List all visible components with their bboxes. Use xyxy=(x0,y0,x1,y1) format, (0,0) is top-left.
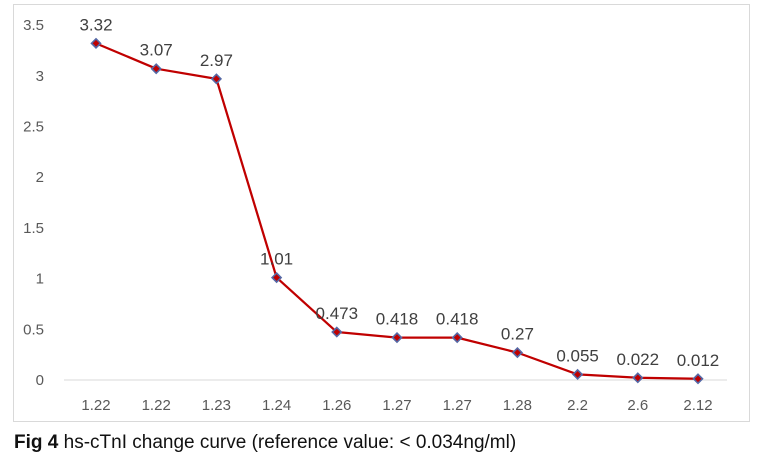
data-label: 0.022 xyxy=(617,350,660,369)
y-tick-label: 0 xyxy=(36,372,44,389)
data-point-marker xyxy=(632,372,644,384)
data-point-marker xyxy=(150,63,162,75)
y-tick-label: 2 xyxy=(36,169,44,186)
data-label: 2.97 xyxy=(200,51,233,70)
data-label: 0.012 xyxy=(677,351,720,370)
x-tick-label: 1.26 xyxy=(322,397,351,414)
y-tick-label: 0.5 xyxy=(23,321,44,338)
x-tick-label: 2.2 xyxy=(567,397,588,414)
data-label: 3.32 xyxy=(79,15,112,34)
chart-area: 0 0.5 1 1.5 2 2.5 3 3.5 1.22 1.22 1.23 1.24 1.26 1.27… xyxy=(13,4,750,422)
x-tick-label: 1.27 xyxy=(382,397,411,414)
data-label: 0.418 xyxy=(436,310,479,329)
data-label: 3.07 xyxy=(140,41,173,60)
data-point-marker xyxy=(571,368,584,381)
x-tick-label: 2.12 xyxy=(683,397,712,414)
data-point-marker xyxy=(692,373,704,385)
figure-caption: Fig 4 hs-cTnI change curve (reference va… xyxy=(14,430,516,456)
data-point-marker xyxy=(270,271,283,284)
x-tick-label: 1.28 xyxy=(503,397,532,414)
data-label: 1.01 xyxy=(260,250,293,269)
x-tick-label: 1.27 xyxy=(443,397,472,414)
x-tick-label: 1.22 xyxy=(81,397,110,414)
y-tick-label: 3 xyxy=(36,68,44,85)
data-point-marker xyxy=(90,37,102,49)
data-point-marker xyxy=(210,73,223,85)
y-tick-label: 1 xyxy=(36,271,44,288)
data-label: 0.27 xyxy=(501,325,534,344)
data-point-marker xyxy=(451,331,463,344)
y-tick-label: 1.5 xyxy=(23,220,44,237)
data-label: 0.473 xyxy=(316,304,359,323)
x-tick-label: 2.6 xyxy=(627,397,648,414)
data-point-marker xyxy=(511,346,524,359)
y-tick-label: 2.5 xyxy=(23,119,44,136)
data-label: 0.418 xyxy=(376,310,419,329)
data-label: 0.055 xyxy=(556,346,599,365)
y-tick-label: 3.5 xyxy=(23,17,44,34)
x-tick-label: 1.23 xyxy=(202,397,231,414)
line-chart: 0 0.5 1 1.5 2 2.5 3 3.5 1.22 1.22 1.23 1.24 1.26 1.27… xyxy=(23,15,727,414)
data-point-marker xyxy=(391,331,403,344)
figure-label: Fig 4 xyxy=(14,432,59,453)
data-point-marker xyxy=(331,326,343,338)
x-tick-label: 1.24 xyxy=(262,397,291,414)
x-tick-label: 1.22 xyxy=(142,397,171,414)
caption-text: hs-cTnI change curve (reference value: <… xyxy=(58,432,517,453)
